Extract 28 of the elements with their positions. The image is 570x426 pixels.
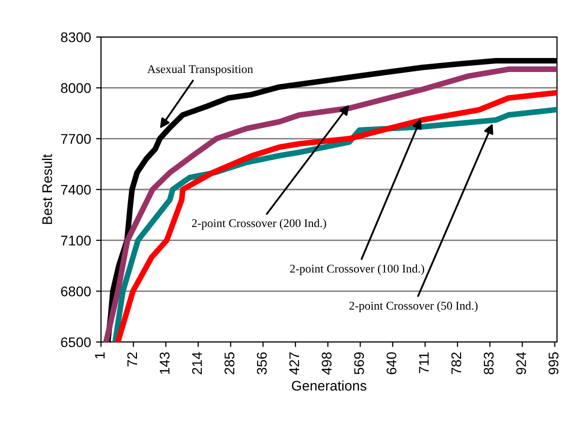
x-tick-label: 995 [548, 352, 558, 374]
y-tick-label: 7400 [61, 184, 91, 195]
x-tick-label: 711 [419, 352, 429, 374]
x-tick-label: 782 [451, 352, 462, 374]
x-tick-label: 1 [95, 352, 105, 358]
y-tick-label: 7100 [61, 236, 91, 246]
annotation: 2-point Crossover (100 Ind.) [290, 264, 424, 276]
x-tick-label: 569 [354, 352, 364, 374]
x-tick-label: 427 [289, 352, 300, 375]
x-axis-title: Generations [292, 380, 366, 391]
y-tick-label: 6800 [61, 286, 91, 296]
y-tick-label: 8000 [60, 83, 91, 94]
x-tick-label: 498 [322, 352, 332, 375]
annotation: Asexual Transposition [147, 64, 253, 76]
y-axis-title: Best Result [42, 154, 52, 224]
y-tick-label: 8300 [60, 32, 91, 42]
x-tick-label: 214 [192, 352, 202, 374]
y-tick-label: 7700 [61, 134, 91, 144]
x-tick-label: 72 [127, 352, 137, 366]
x-tick-label: 853 [484, 352, 494, 374]
annotation: 2-point Crossover (200 Ind.) [192, 218, 326, 230]
x-tick-label: 640 [386, 352, 396, 374]
x-tick-label: 924 [516, 352, 526, 374]
x-tick-label: 285 [224, 352, 234, 374]
annotation: 2-point Crossover (50 Ind.) [349, 301, 478, 312]
x-tick-label: 143 [160, 352, 170, 374]
y-tick-label: 6500 [61, 337, 91, 348]
x-tick-label: 356 [256, 352, 267, 374]
